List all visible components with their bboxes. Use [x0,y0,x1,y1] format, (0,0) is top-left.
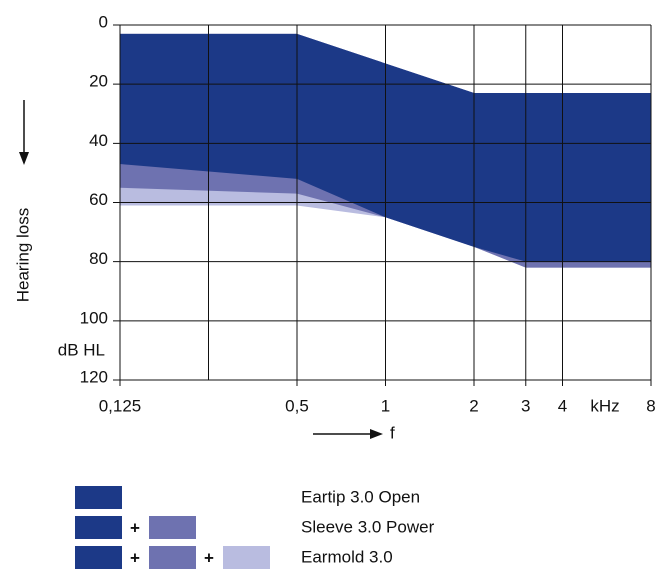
x-tick-label: 2 [469,396,478,415]
legend-joiner: + [130,548,140,567]
legend-swatch [75,516,122,539]
y-axis-label: Hearing loss [13,208,32,303]
legend-label: Sleeve 3.0 Power [301,517,435,536]
x-unit: kHz [590,396,619,415]
legend-joiner: + [130,518,140,537]
legend-swatch [149,546,196,569]
legend-swatch [149,516,196,539]
y-tick-label: 60 [89,190,108,209]
x-tick-label: 4 [558,396,567,415]
y-arrow-head [19,152,29,165]
y-tick-label: 20 [89,72,108,91]
x-arrow-head [370,429,383,439]
y-tick-label: 0 [99,12,108,31]
y-tick-label: 120 [80,367,108,386]
legend-swatch [75,546,122,569]
legend-label: Eartip 3.0 Open [301,487,420,506]
legend-swatch [75,486,122,509]
y-tick-label: 40 [89,131,108,150]
x-tick-label: 8 [646,396,655,415]
legend-joiner: + [204,548,214,567]
legend-label: Earmold 3.0 [301,547,393,566]
legend: Eartip 3.0 Open + Sleeve 3.0 Power + + Earmol… [75,486,435,569]
x-axis-label: f [390,423,395,442]
x-tick-label: 0,125 [99,396,142,415]
y-tick-label: 80 [89,249,108,268]
x-tick-label: 0,5 [285,396,309,415]
x-tick-label: 1 [381,396,390,415]
grid: 0 20 40 60 80 100 120 0,125 0,5 1 2 3 4 8 [80,12,656,415]
legend-swatch [223,546,270,569]
y-tick-label: 100 [80,308,108,327]
x-tick-label: 3 [521,396,530,415]
y-unit: dB HL [58,340,105,359]
